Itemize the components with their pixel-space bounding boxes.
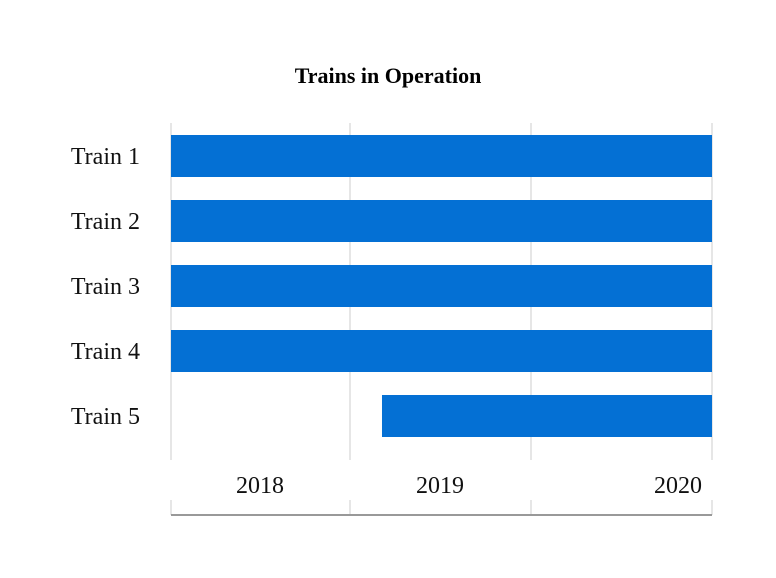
chart-title: Trains in Operation: [295, 63, 482, 88]
x-tick-label: 2019: [416, 473, 464, 499]
category-labels: Train 1 Train 2 Train 3 Train 4 Train 5: [71, 144, 140, 430]
category-label: Train 1: [71, 144, 140, 170]
x-tick-labels: 2018 2019 2020: [236, 473, 702, 499]
x-tick-label: 2018: [236, 473, 284, 499]
bar-train-4: [171, 330, 712, 372]
bar-train-5: [381, 395, 712, 437]
category-label: Train 5: [71, 404, 140, 430]
category-label: Train 4: [71, 339, 140, 365]
category-label: Train 2: [71, 209, 140, 235]
category-label: Train 3: [71, 274, 140, 300]
bar-train-3: [171, 265, 712, 307]
bar-train-2: [171, 200, 712, 242]
x-tick-label: 2020: [654, 473, 702, 499]
bar-train-1: [171, 135, 712, 177]
bars: [171, 135, 712, 437]
gridlines: [170, 123, 713, 515]
